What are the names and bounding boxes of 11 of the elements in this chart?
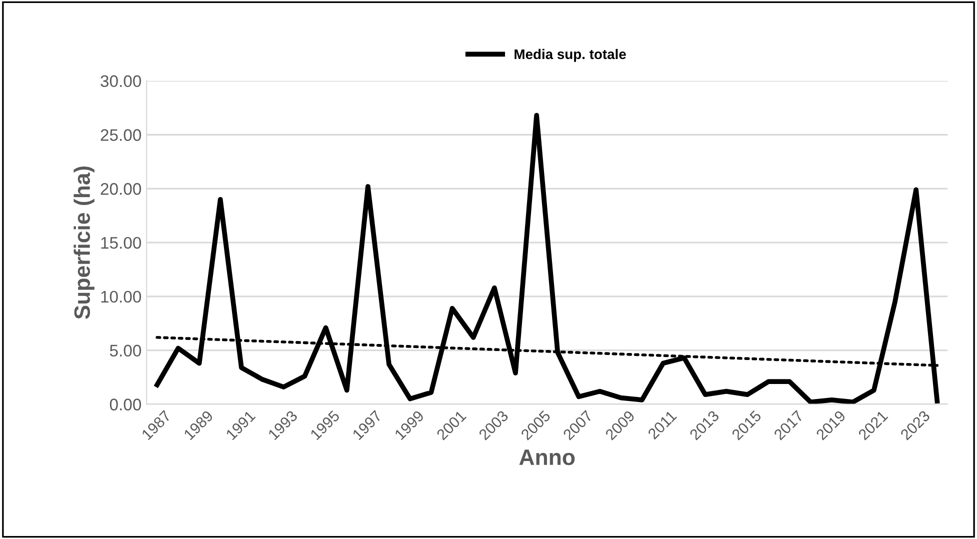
line-series <box>154 112 940 404</box>
y-tick-label: 20.00 <box>100 183 142 195</box>
y-tick-label: 0.00 <box>110 398 142 410</box>
y-tick-label: 5.00 <box>110 344 142 357</box>
legend-label: Media sup. totale <box>514 48 626 62</box>
x-axis-title: Anno <box>519 450 575 466</box>
y-tick-label: 15.00 <box>101 236 142 249</box>
y-axis-title: Superficie (ha) <box>74 166 94 320</box>
y-tick-label: 10.00 <box>101 290 142 303</box>
y-tick-label: 25.00 <box>100 129 142 141</box>
y-tick-label: 30.00 <box>100 75 142 88</box>
